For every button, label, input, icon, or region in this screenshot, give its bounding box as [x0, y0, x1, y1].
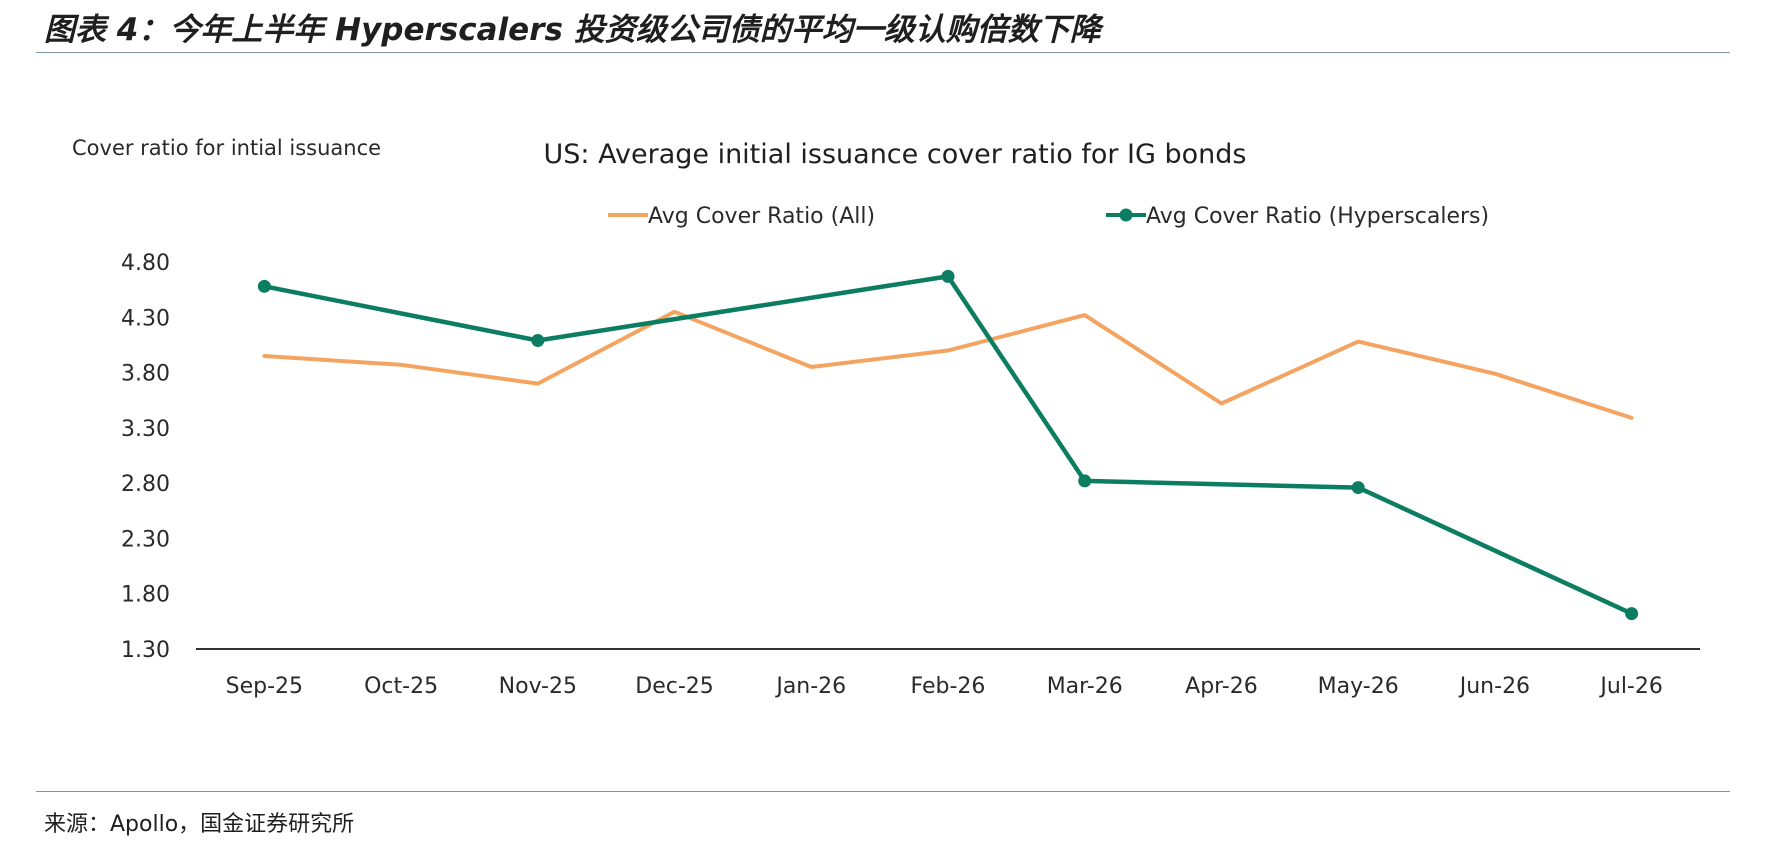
y-tick-label: 2.30 — [121, 527, 170, 552]
chart-title: US: Average initial issuance cover ratio… — [544, 139, 1247, 170]
y-tick-label: 4.80 — [121, 251, 170, 276]
data-point-hyperscalers — [1078, 474, 1092, 488]
line-chart: US: Average initial issuance cover ratio… — [72, 136, 1700, 699]
x-tick-label: Apr-26 — [1185, 674, 1258, 699]
x-tick-label: May-26 — [1318, 674, 1399, 699]
data-point-hyperscalers — [531, 334, 545, 348]
data-point-hyperscalers — [257, 279, 271, 293]
y-tick-label: 3.80 — [121, 362, 170, 387]
top-divider — [36, 52, 1730, 53]
x-tick-label: Oct-25 — [364, 674, 438, 699]
x-tick-label: Sep-25 — [226, 674, 303, 699]
data-point-hyperscalers — [1351, 481, 1365, 495]
x-tick-label: Dec-25 — [635, 674, 714, 699]
legend-label: Avg Cover Ratio (All) — [648, 204, 875, 229]
data-point-hyperscalers — [941, 269, 955, 283]
series-line-hyperscalers — [262, 274, 1634, 616]
legend-label: Avg Cover Ratio (Hyperscalers) — [1146, 204, 1489, 229]
series-group — [257, 269, 1639, 621]
y-tick-label: 1.80 — [121, 583, 170, 608]
x-tick-label: Jun-26 — [1458, 674, 1530, 699]
y-axis-label: Cover ratio for intial issuance — [72, 136, 381, 160]
x-tick-label: Nov-25 — [499, 674, 577, 699]
x-tick-label: Feb-26 — [911, 674, 986, 699]
y-tick-label: 2.80 — [121, 472, 170, 497]
bottom-divider — [36, 791, 1730, 792]
y-tick-label: 3.30 — [121, 417, 170, 442]
legend-marker — [1119, 208, 1133, 222]
source-note: 来源：Apollo，国金证券研究所 — [44, 812, 355, 837]
series-line-all — [262, 309, 1634, 420]
figure-title: 图表 4：今年上半年 Hyperscalers 投资级公司债的平均一级认购倍数下… — [44, 12, 1101, 48]
y-tick-label: 4.30 — [121, 306, 170, 331]
x-tick-label: Jan-26 — [774, 674, 846, 699]
x-axis-ticks: Sep-25 Oct-25 Nov-25 Dec-25 Jan-26 Feb-26 Mar-… — [226, 674, 1663, 699]
x-tick-label: Jul-26 — [1598, 674, 1662, 699]
x-tick-label: Mar-26 — [1047, 674, 1123, 699]
y-tick-label: 1.30 — [121, 638, 170, 663]
data-point-hyperscalers — [1625, 607, 1639, 621]
y-axis-ticks: 4.80 4.30 3.80 3.30 2.80 2.30 1.80 1.30 — [121, 251, 170, 663]
chart-legend: Avg Cover Ratio (All) Avg Cover Ratio (Hy… — [608, 204, 1489, 229]
